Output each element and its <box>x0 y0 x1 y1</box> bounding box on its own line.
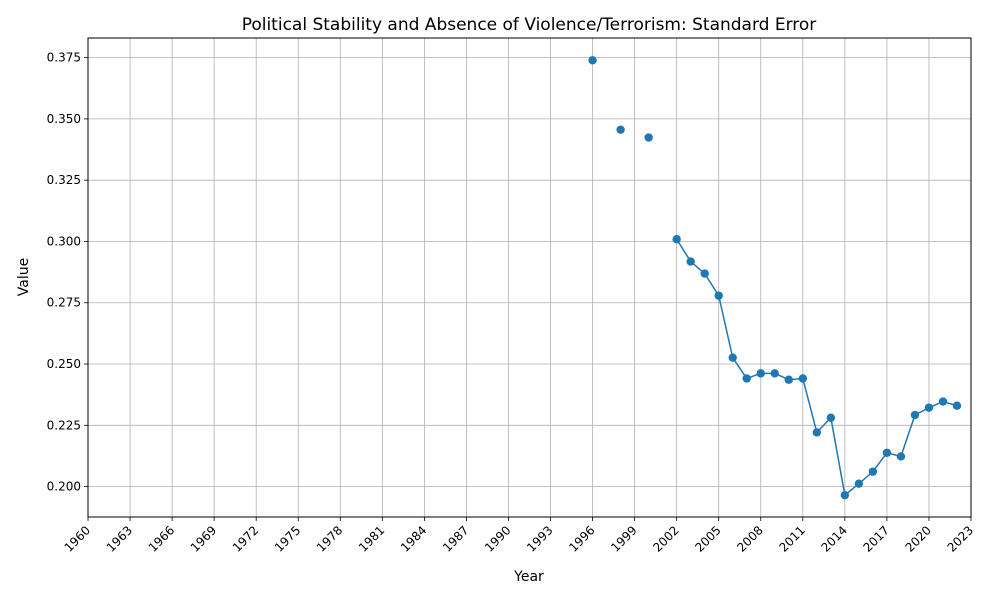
data-point <box>616 125 625 134</box>
data-point <box>840 490 850 500</box>
data-point <box>770 369 779 378</box>
data-point <box>952 401 962 410</box>
y-tick-label: 0.325 <box>47 173 81 187</box>
data-point <box>854 479 864 488</box>
data-point <box>686 257 695 266</box>
data-point <box>700 269 709 278</box>
data-point <box>756 369 765 378</box>
grid <box>87 38 972 517</box>
data-point <box>868 467 878 476</box>
data-point <box>826 413 836 422</box>
y-tick-label: 0.300 <box>47 234 81 248</box>
chart-title: Political Stability and Absence of Viole… <box>242 15 817 35</box>
data-point <box>588 56 597 65</box>
x-axis-label: Year <box>513 569 544 585</box>
y-tick-label: 0.200 <box>47 480 81 494</box>
data-point <box>812 428 822 437</box>
plot-frame <box>87 37 972 518</box>
y-axis-label: Value <box>16 258 32 296</box>
data-point <box>882 448 892 457</box>
data-point <box>644 133 653 142</box>
data-point <box>938 397 948 406</box>
data-point <box>924 403 934 412</box>
y-tick-label: 0.375 <box>47 51 81 65</box>
data-point <box>798 374 808 383</box>
data-point <box>784 375 793 384</box>
data-point <box>672 235 681 244</box>
data-point <box>896 452 906 461</box>
data-point <box>742 374 751 383</box>
data-point <box>910 410 920 420</box>
data-point <box>714 291 723 300</box>
y-tick-label: 0.250 <box>47 357 81 371</box>
y-tick-label: 0.350 <box>47 112 81 126</box>
y-tick-label: 0.225 <box>47 418 81 432</box>
data-series <box>588 56 962 500</box>
data-point <box>728 353 737 362</box>
y-tick-label: 0.275 <box>47 296 81 310</box>
